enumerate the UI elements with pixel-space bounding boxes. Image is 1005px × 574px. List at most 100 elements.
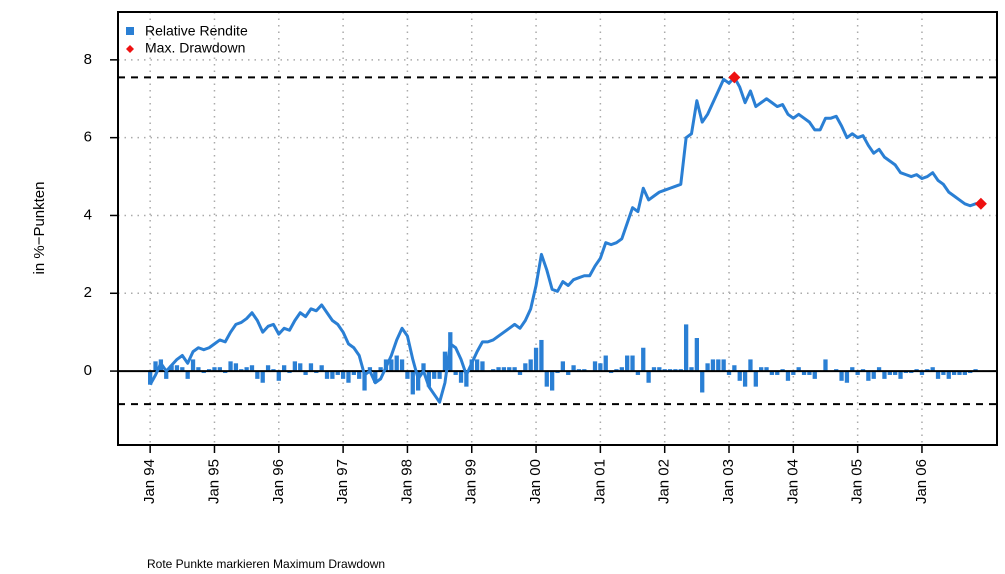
bar bbox=[437, 371, 442, 379]
bar bbox=[951, 371, 957, 375]
bar bbox=[560, 361, 566, 372]
bar bbox=[748, 359, 753, 372]
bar bbox=[705, 363, 710, 372]
bar bbox=[887, 371, 892, 375]
y-tick-label: 0 bbox=[84, 362, 92, 379]
bar bbox=[517, 371, 523, 375]
bar bbox=[732, 365, 737, 372]
x-tick-label: Jan 04 bbox=[784, 459, 801, 504]
x-tick-label: Jan 96 bbox=[270, 459, 287, 504]
bar bbox=[566, 371, 571, 375]
bar bbox=[362, 371, 367, 391]
bar bbox=[807, 371, 812, 375]
bar bbox=[549, 371, 555, 391]
bar bbox=[512, 367, 517, 372]
bar bbox=[196, 367, 201, 372]
x-tick-label: Jan 00 bbox=[527, 459, 544, 504]
x-tick-label: Jan 01 bbox=[591, 459, 608, 504]
bar bbox=[898, 371, 903, 379]
bar bbox=[357, 371, 362, 379]
bar bbox=[228, 361, 233, 372]
bar bbox=[453, 371, 458, 375]
bar bbox=[544, 371, 549, 387]
bar bbox=[233, 363, 239, 372]
bar bbox=[759, 367, 764, 372]
bar bbox=[164, 371, 169, 379]
bar bbox=[303, 371, 308, 375]
bar bbox=[298, 363, 303, 372]
bar bbox=[276, 371, 281, 381]
x-tick-label: Jan 94 bbox=[141, 459, 158, 504]
bar bbox=[710, 359, 716, 372]
bar bbox=[373, 371, 378, 383]
x-tick-label: Jan 95 bbox=[205, 459, 222, 504]
bar bbox=[507, 367, 512, 372]
bar bbox=[148, 371, 153, 385]
legend-label: Relative Rendite bbox=[145, 23, 248, 39]
x-tick-label: Jan 06 bbox=[913, 459, 930, 504]
footnote: Rote Punkte markieren Maximum Drawdown bbox=[147, 557, 385, 571]
bar bbox=[683, 324, 689, 372]
bar bbox=[426, 371, 432, 387]
bar bbox=[464, 371, 469, 387]
bar bbox=[694, 338, 699, 372]
bar bbox=[791, 371, 796, 375]
bar bbox=[169, 365, 174, 372]
x-tick-label: Jan 02 bbox=[656, 459, 673, 504]
bar bbox=[716, 359, 721, 372]
bar bbox=[367, 367, 373, 372]
bar bbox=[630, 355, 635, 372]
bar bbox=[775, 371, 780, 375]
bar bbox=[244, 367, 249, 372]
bar bbox=[501, 367, 507, 372]
bar bbox=[721, 359, 726, 372]
bar bbox=[442, 351, 448, 372]
plot-frame bbox=[117, 11, 998, 446]
bar bbox=[394, 355, 399, 372]
bar bbox=[635, 371, 641, 375]
bar bbox=[335, 371, 340, 375]
bar bbox=[625, 355, 630, 372]
bar bbox=[292, 361, 298, 372]
bar bbox=[935, 371, 941, 379]
bar bbox=[646, 371, 651, 383]
bar bbox=[839, 371, 844, 381]
bar bbox=[700, 371, 705, 393]
x-tick-label: Jan 05 bbox=[849, 459, 866, 504]
bar bbox=[185, 371, 190, 379]
bar bbox=[458, 371, 464, 383]
bar bbox=[801, 371, 807, 375]
bar bbox=[346, 371, 351, 383]
bar bbox=[399, 359, 405, 372]
bar bbox=[324, 371, 330, 379]
bar bbox=[785, 371, 791, 381]
bar bbox=[405, 371, 410, 379]
bar bbox=[844, 371, 850, 383]
bar bbox=[351, 371, 356, 375]
bar bbox=[823, 359, 828, 372]
bar bbox=[249, 365, 255, 372]
y-tick-label: 4 bbox=[84, 206, 92, 223]
bar bbox=[340, 371, 346, 379]
bar bbox=[539, 339, 544, 372]
bar bbox=[876, 367, 882, 372]
bar bbox=[651, 367, 657, 372]
bar bbox=[812, 371, 817, 379]
bar bbox=[882, 371, 887, 379]
bar bbox=[190, 359, 196, 372]
bar bbox=[260, 371, 265, 383]
bar bbox=[432, 371, 437, 379]
bar bbox=[410, 371, 415, 395]
bar bbox=[496, 367, 501, 372]
bar bbox=[764, 367, 769, 372]
bar bbox=[737, 371, 742, 381]
bar bbox=[180, 367, 185, 372]
bar bbox=[941, 371, 946, 375]
y-tick-label: 8 bbox=[84, 51, 92, 68]
bar bbox=[174, 365, 180, 372]
legend-swatch bbox=[126, 45, 134, 53]
bar bbox=[871, 371, 876, 379]
bar bbox=[212, 367, 217, 372]
bar bbox=[319, 365, 324, 372]
